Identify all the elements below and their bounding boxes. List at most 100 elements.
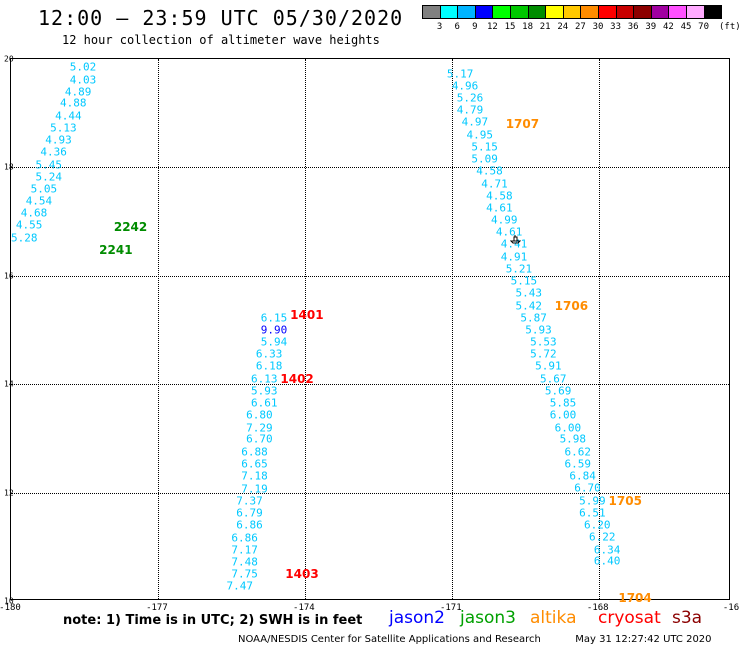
longitude-tick-label: -171: [439, 603, 462, 613]
pass-time-label: 1707: [505, 117, 540, 132]
page-subtitle: 12 hour collection of altimeter wave hei…: [62, 33, 380, 47]
colorbar-swatch: [703, 5, 723, 19]
wave-height-label: 6.15: [260, 311, 288, 325]
parallel-gridline: [11, 492, 729, 494]
wave-height-label: 6.84: [569, 469, 596, 483]
wave-height-label: 6.40: [593, 554, 621, 568]
colorbar-swatch: [492, 5, 511, 19]
wave-height-label: 4.61: [495, 225, 523, 239]
wave-height-label: 5.69: [544, 384, 572, 398]
wave-height-label: 6.22: [588, 530, 616, 544]
wave-height-label: 7.29: [246, 421, 273, 435]
colorbar-label: 70: [698, 22, 710, 32]
wave-height-label: 5.26: [456, 91, 484, 105]
ship-icon: [510, 235, 521, 244]
colorbar-swatch: [633, 5, 652, 19]
wave-height-label: 7.47: [226, 579, 254, 593]
wave-height-label: 6.33: [255, 347, 283, 361]
wave-height-label: 6.70: [246, 432, 273, 446]
colorbar-label: 15: [504, 22, 516, 32]
latitude-tick-label: 10: [4, 596, 14, 606]
colorbar-swatch: [510, 5, 529, 19]
wave-height-label: 5.72: [530, 347, 557, 361]
wave-height-label: 4.36: [40, 145, 67, 159]
wave-height-label: 4.58: [486, 189, 513, 203]
meridian-gridline: [451, 59, 453, 599]
wave-height-label: 7.18: [241, 469, 268, 483]
wave-height-label: 5.99: [579, 494, 606, 508]
wave-height-label: 5.13: [50, 121, 77, 135]
colorbar-swatch: [562, 5, 582, 19]
wave-height-label: 9.90: [260, 323, 288, 337]
wave-height-label: 5.91: [535, 359, 562, 373]
wave-height-label: 7.37: [236, 494, 263, 508]
wave-height-label: 4.95: [466, 128, 494, 142]
wave-height-label: 5.15: [471, 140, 498, 154]
longitude-tick-label: -16: [722, 603, 740, 613]
latitude-tick-label: 14: [4, 379, 14, 389]
colorbar-swatch: [422, 5, 441, 19]
wave-height-label: 6.79: [236, 506, 263, 520]
colorbar-swatch: [527, 5, 547, 19]
pass-time-label: 2242: [113, 220, 148, 235]
wave-height-label: 6.65: [241, 457, 268, 471]
wave-height-label: 6.13: [251, 372, 278, 386]
meridian-gridline: [304, 59, 306, 599]
footer: NOAA/NESDIS Center for Satellite Applica…: [238, 634, 712, 645]
pass-time-label: 1704: [618, 591, 652, 606]
longitude-tick-label: -168: [586, 603, 609, 613]
colorbar-swatch: [650, 5, 670, 19]
wave-height-label: 4.96: [451, 79, 479, 93]
wave-height-label: 5.09: [471, 152, 498, 166]
parallel-gridline: [11, 167, 729, 169]
colorbar-swatch: [615, 5, 635, 19]
wave-height-label: 5.05: [30, 182, 58, 196]
wave-height-label: 4.41: [500, 237, 528, 251]
pass-time-label: 1403: [285, 566, 319, 581]
pass-time-label: 1401: [290, 308, 324, 323]
wave-height-label: 4.89: [64, 85, 92, 99]
wave-height-label: 6.51: [579, 506, 606, 520]
meridian-gridline: [157, 59, 159, 599]
colorbar-swatch: [668, 5, 687, 19]
colorbar-label: 42: [662, 22, 674, 32]
satellite-legend-item: altika: [530, 608, 577, 628]
wave-height-label: 4.03: [69, 73, 97, 87]
wave-height-label: 5.28: [11, 231, 38, 245]
wave-height-label: 5.53: [530, 335, 557, 349]
pass-time-label: 1705: [608, 493, 642, 508]
satellite-legend-item: cryosat: [598, 608, 661, 628]
wave-height-label: 5.87: [520, 311, 547, 325]
wave-height-label: 4.79: [456, 103, 484, 117]
wave-height-label: 4.91: [500, 250, 528, 264]
wave-height-label: 6.18: [255, 359, 283, 373]
colorbar-swatch: [580, 5, 599, 19]
colorbar-swatch: [686, 5, 705, 19]
pass-time-label: 1706: [554, 298, 589, 313]
colorbar-swatch: [545, 5, 564, 19]
pass-time-label: 1402: [280, 371, 314, 386]
latitude-tick-label: 18: [4, 162, 14, 172]
longitude-tick-label: -177: [146, 603, 168, 613]
wave-height-label: 7.75: [231, 567, 258, 581]
wave-height-label: 5.24: [35, 170, 62, 184]
colorbar-label: 36: [627, 22, 639, 32]
wave-height-label: 5.02: [69, 60, 97, 74]
footer-credit: NOAA/NESDIS Center for Satellite Applica…: [238, 634, 541, 645]
latitude-tick-label: 16: [4, 271, 14, 281]
wave-height-label: 6.20: [584, 518, 611, 532]
colorbar-label: 12: [486, 22, 498, 32]
parallel-gridline: [11, 275, 729, 277]
wave-height-label: 5.85: [549, 396, 577, 410]
page-title: 12:00 — 23:59 UTC 05/30/2020: [38, 6, 404, 30]
colorbar-label: 6: [454, 22, 460, 32]
latitude-tick-label: 20: [4, 54, 14, 64]
units-note: note: 1) Time is in UTC; 2) SWH is in fe…: [63, 613, 363, 628]
footer-timestamp: May 31 12:27:42 UTC 2020: [575, 634, 712, 645]
wave-height-label: 6.88: [241, 445, 268, 459]
colorbar-label: 45: [680, 22, 692, 32]
wave-height-label: 5.43: [515, 286, 542, 300]
satellite-legend-item: s3a: [672, 608, 703, 628]
colorbar-label: 18: [522, 22, 534, 32]
